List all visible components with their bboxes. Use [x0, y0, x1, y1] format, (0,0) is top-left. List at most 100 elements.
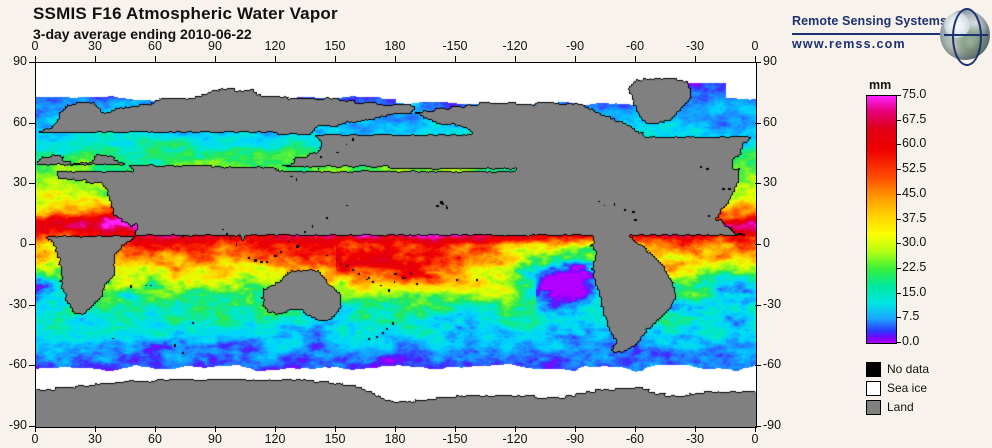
- y-axis-label: -60: [763, 357, 782, 372]
- x-axis-label: 30: [88, 432, 102, 446]
- x-axis-tick: [335, 56, 336, 62]
- y-axis-tick: [755, 183, 761, 185]
- colorbar-tick-label: 15.0: [902, 284, 927, 299]
- logo-website-url: www.remss.com: [792, 37, 906, 51]
- x-axis-tick: [95, 426, 96, 432]
- x-axis-label: -30: [685, 39, 705, 53]
- logo-company-name: Remote Sensing Systems: [792, 14, 948, 28]
- x-axis-tick: [635, 56, 636, 62]
- colorbar-tick: [896, 243, 901, 245]
- x-axis-label: 120: [264, 432, 286, 446]
- x-axis-label: 120: [264, 39, 286, 53]
- colorbar-tick-label: 0.0: [902, 334, 920, 348]
- x-axis-tick: [515, 56, 516, 62]
- water-vapor-heatmap[interactable]: [36, 63, 756, 427]
- x-axis-label: 180: [384, 39, 406, 53]
- y-axis-tick: [29, 426, 35, 427]
- colorbar-tick-label: 37.5: [902, 210, 927, 225]
- x-axis-label: 60: [148, 39, 162, 53]
- x-axis-label: -150: [442, 39, 468, 53]
- x-axis-label: 150: [324, 39, 346, 53]
- x-axis-tick: [515, 426, 516, 432]
- legend-label: No data: [887, 362, 930, 376]
- colorbar-tick: [896, 317, 901, 319]
- x-axis-tick: [335, 426, 336, 432]
- legend-label: Sea ice: [887, 381, 928, 395]
- colorbar-tick: [896, 95, 901, 96]
- y-axis-tick: [755, 62, 761, 63]
- colorbar-tick-label: 30.0: [902, 235, 927, 250]
- legend-swatch: [866, 400, 881, 415]
- y-axis-label: 30: [13, 175, 27, 190]
- x-axis-tick: [635, 426, 636, 432]
- colorbar-tick-label: 75.0: [902, 87, 927, 101]
- legend-swatch: [866, 381, 881, 396]
- y-axis-tick: [755, 365, 761, 367]
- y-axis-label: -30: [8, 296, 27, 311]
- y-axis-label: 90: [13, 54, 27, 68]
- x-axis-label: -90: [565, 432, 585, 446]
- y-axis-tick: [29, 62, 35, 63]
- x-axis-label: 0: [31, 432, 39, 446]
- x-axis-label: -60: [625, 432, 645, 446]
- colorbar-tick: [896, 342, 901, 343]
- y-axis-label: -30: [763, 296, 782, 311]
- x-axis-tick: [35, 426, 36, 432]
- y-axis-label: 0: [763, 236, 770, 250]
- y-axis-tick: [755, 244, 761, 245]
- remss-logo: Remote Sensing Systems www.remss.com: [792, 8, 990, 66]
- logo-divider: [792, 33, 942, 35]
- x-axis-label: 30: [88, 39, 102, 53]
- page-title: SSMIS F16 Atmospheric Water Vapor: [33, 4, 338, 23]
- x-axis-label: 60: [148, 432, 162, 446]
- x-axis-label: 0: [31, 39, 39, 53]
- x-axis-tick: [755, 56, 756, 62]
- x-axis-tick: [575, 56, 576, 62]
- y-axis-tick: [29, 244, 35, 245]
- legend-swatch: [866, 362, 881, 377]
- colorbar-tick: [896, 169, 901, 171]
- y-axis-label: 30: [763, 175, 777, 190]
- x-axis-tick: [695, 56, 696, 62]
- x-axis-label: -30: [685, 432, 705, 446]
- y-axis-tick: [29, 365, 35, 367]
- legend-label: Land: [887, 400, 914, 414]
- colorbar-tick-label: 60.0: [902, 136, 927, 151]
- x-axis-tick: [395, 426, 396, 432]
- x-axis-label: 0: [751, 432, 759, 446]
- x-axis-tick: [755, 426, 756, 432]
- y-axis-tick: [755, 426, 761, 427]
- x-axis-label: 150: [324, 432, 346, 446]
- colorbar-tick: [896, 119, 901, 121]
- x-axis-tick: [455, 56, 456, 62]
- x-axis-tick: [215, 426, 216, 432]
- globe-ring-icon: [952, 8, 982, 66]
- colorbar-gradient[interactable]: [866, 95, 897, 344]
- colorbar-tick-label: 7.5: [902, 309, 920, 324]
- x-axis-label: 90: [208, 39, 222, 53]
- map-plot-area[interactable]: [35, 62, 757, 428]
- y-axis-tick: [29, 183, 35, 185]
- colorbar-tick-label: 22.5: [902, 259, 927, 274]
- x-axis-label: -120: [502, 39, 528, 53]
- x-axis-label: -60: [625, 39, 645, 53]
- colorbar-tick: [896, 267, 901, 269]
- colorbar-unit-label: mm: [869, 78, 892, 92]
- colorbar-tick-label: 67.5: [902, 111, 927, 126]
- colorbar-tick-label: 52.5: [902, 161, 927, 176]
- y-axis-tick: [29, 122, 35, 124]
- colorbar-tick: [896, 218, 901, 220]
- x-axis-tick: [155, 426, 156, 432]
- colorbar-tick: [896, 193, 901, 195]
- page-subtitle: 3-day average ending 2010-06-22: [33, 26, 252, 42]
- y-axis-label: -60: [8, 357, 27, 372]
- x-axis-tick: [215, 56, 216, 62]
- globe-axis-icon: [944, 34, 988, 36]
- y-axis-tick: [755, 304, 761, 306]
- x-axis-tick: [575, 426, 576, 432]
- x-axis-label: -150: [442, 432, 468, 446]
- colorbar-tick: [896, 292, 901, 294]
- x-axis-tick: [275, 426, 276, 432]
- x-axis-tick: [35, 56, 36, 62]
- x-axis-tick: [95, 56, 96, 62]
